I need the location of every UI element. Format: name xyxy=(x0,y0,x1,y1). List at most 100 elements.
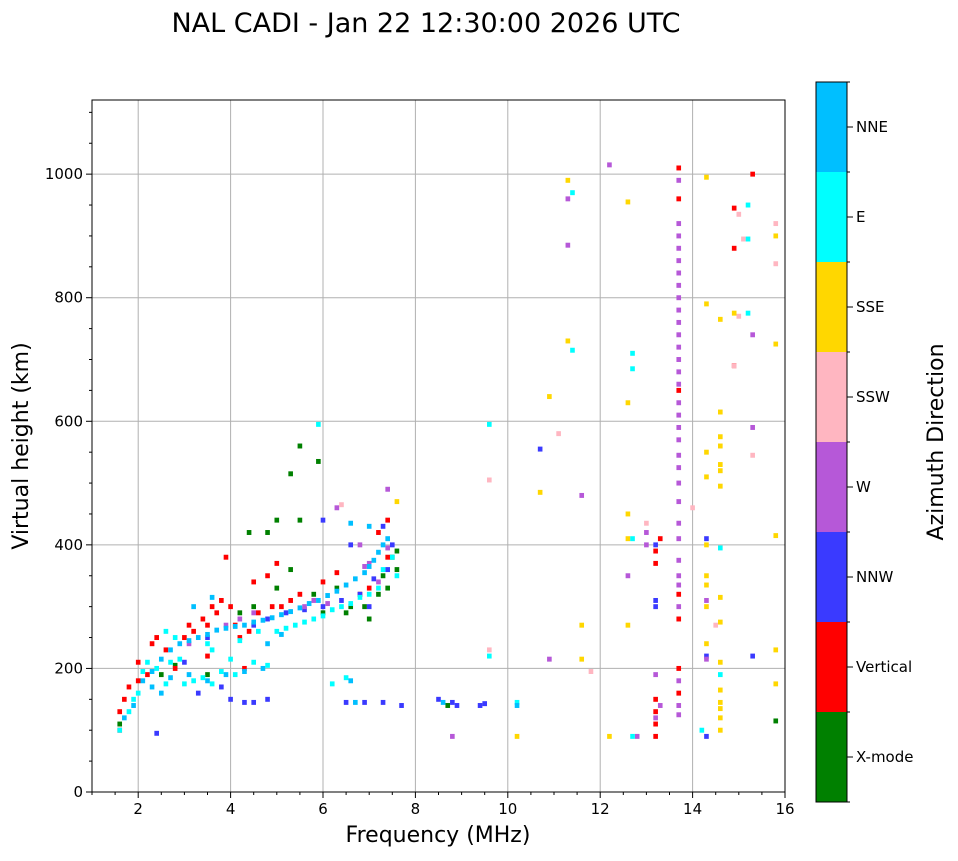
data-point-nne xyxy=(122,715,127,721)
data-point-w xyxy=(376,579,381,585)
data-point-w xyxy=(653,672,658,678)
data-point-sse xyxy=(704,582,709,588)
data-point-e xyxy=(135,690,141,696)
data-point-sse xyxy=(718,434,723,440)
data-point-w xyxy=(676,319,682,325)
data-point-ssw xyxy=(750,452,755,458)
data-point-w xyxy=(676,245,682,251)
data-point-w xyxy=(676,357,682,362)
data-point-sse xyxy=(773,681,779,687)
data-point-w xyxy=(579,492,585,498)
data-point-w xyxy=(704,597,709,603)
data-point-nne xyxy=(232,623,238,629)
chart-title: NAL CADI - Jan 22 12:30:00 2026 UTC xyxy=(171,8,680,39)
data-point-sse xyxy=(718,462,723,468)
data-point-nnw xyxy=(450,699,455,705)
data-point-w xyxy=(237,616,243,622)
data-point-sse xyxy=(625,199,631,205)
data-point-vertical xyxy=(653,733,658,739)
data-point-w xyxy=(676,452,682,458)
data-point-nne xyxy=(251,619,257,625)
data-point-sse xyxy=(718,715,723,721)
data-point-w xyxy=(676,499,682,505)
data-point-x-mode xyxy=(237,610,243,616)
data-point-sse xyxy=(718,687,723,693)
data-point-e xyxy=(251,659,257,665)
data-point-nnw xyxy=(343,699,349,705)
data-point-nne xyxy=(177,641,183,647)
data-point-nnw xyxy=(339,597,344,603)
data-point-nne xyxy=(131,703,136,708)
data-point-w xyxy=(653,715,658,721)
data-point-ssw xyxy=(487,477,492,483)
data-point-w xyxy=(676,270,682,276)
data-point-sse xyxy=(537,489,543,495)
data-point-x-mode xyxy=(297,517,303,523)
data-point-ssw xyxy=(773,261,779,267)
data-point-nne xyxy=(334,588,340,594)
data-point-sse xyxy=(718,468,723,474)
data-point-sse xyxy=(514,733,520,739)
data-point-w xyxy=(657,703,663,708)
data-point-vertical xyxy=(676,616,682,622)
data-point-nne xyxy=(191,604,196,610)
data-point-nne xyxy=(158,690,164,696)
data-point-nne xyxy=(186,672,192,678)
colorbar-segment xyxy=(816,262,847,352)
data-point-e xyxy=(348,601,354,607)
data-point-e xyxy=(131,696,136,702)
data-point-e xyxy=(487,653,492,659)
data-point-nnw xyxy=(653,604,658,610)
data-point-w xyxy=(644,530,649,535)
data-point-vertical xyxy=(274,560,280,566)
data-point-x-mode xyxy=(274,517,280,523)
data-point-nne xyxy=(343,582,349,588)
data-point-nnw xyxy=(265,616,270,622)
data-point-w xyxy=(644,542,649,548)
data-point-x-mode xyxy=(385,585,390,591)
data-point-nne xyxy=(205,631,210,637)
data-point-nnw xyxy=(380,699,386,705)
data-point-ssw xyxy=(339,502,344,508)
data-point-nne xyxy=(353,576,358,582)
data-point-sse xyxy=(625,622,631,628)
data-point-nnw xyxy=(205,635,210,641)
data-point-x-mode xyxy=(297,443,303,449)
data-point-x-mode xyxy=(376,591,381,597)
data-point-x-mode xyxy=(288,471,293,477)
data-point-x-mode xyxy=(394,548,400,554)
data-point-vertical xyxy=(385,554,390,560)
data-point-sse xyxy=(731,310,737,316)
data-point-nne xyxy=(195,635,201,641)
data-point-sse xyxy=(547,394,552,400)
y-axis: 0 200 400 600 800 1000 xyxy=(45,111,92,801)
data-point-x-mode xyxy=(274,585,280,591)
data-point-vertical xyxy=(205,653,210,659)
data-point-x-mode xyxy=(288,567,293,573)
colorbar-segment xyxy=(816,82,847,172)
data-point-e xyxy=(283,625,289,631)
data-point-ssw xyxy=(487,647,492,653)
data-point-nnw xyxy=(380,523,386,529)
data-point-w xyxy=(676,712,682,718)
data-point-ssw xyxy=(741,236,746,242)
data-point-nnw xyxy=(219,684,224,690)
x-axis: 2 4 6 8 10 12 14 16 xyxy=(91,792,795,818)
data-point-sse xyxy=(718,706,723,712)
data-point-nne xyxy=(366,523,372,529)
data-point-e xyxy=(209,681,215,687)
data-point-nne xyxy=(316,597,321,603)
data-point-e xyxy=(117,727,123,733)
data-point-x-mode xyxy=(205,672,210,678)
colorbar-label-item: X-mode xyxy=(856,748,913,766)
data-point-e xyxy=(380,567,386,573)
data-point-x-mode xyxy=(246,530,252,535)
data-point-ssw xyxy=(713,622,719,628)
data-point-nnw xyxy=(371,576,377,582)
data-point-e xyxy=(630,366,635,372)
data-point-w xyxy=(302,604,307,610)
data-point-sse xyxy=(718,727,723,733)
data-point-e xyxy=(745,236,751,242)
data-point-nnw xyxy=(454,703,460,708)
